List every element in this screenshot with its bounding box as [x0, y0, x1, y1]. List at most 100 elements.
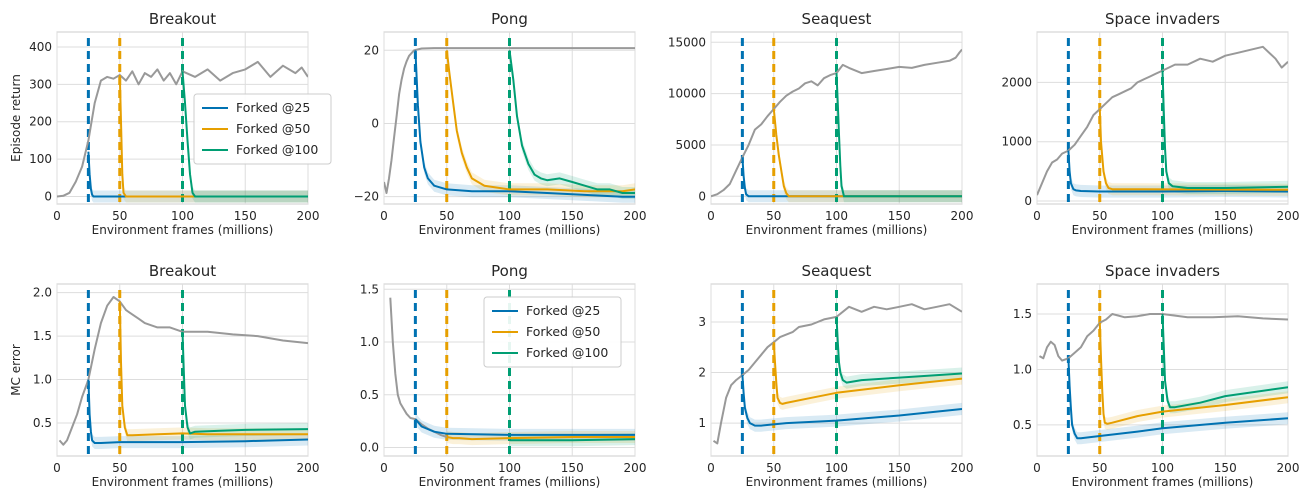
- x-tick-label: 50: [439, 209, 454, 223]
- series-line-baseline: [1038, 313, 1288, 362]
- chart-title: Space invaders: [1105, 262, 1220, 280]
- x-tick-label: 0: [1033, 461, 1041, 475]
- x-tick-label: 150: [888, 461, 911, 475]
- y-tick-label: 0: [44, 190, 52, 204]
- series-line-baseline: [711, 48, 962, 198]
- legend-entry: Forked @25: [526, 303, 600, 318]
- y-tick-label: 3: [698, 315, 706, 329]
- y-axis-label: MC error: [9, 344, 23, 396]
- x-tick-label: 50: [1092, 209, 1107, 223]
- x-tick-label: 100: [825, 461, 848, 475]
- x-tick-label: 50: [1092, 461, 1107, 475]
- y-tick-label: 2.0: [33, 286, 52, 300]
- x-tick-label: 50: [112, 209, 127, 223]
- x-tick-label: 150: [1214, 461, 1237, 475]
- series-band-forked100: [1162, 64, 1288, 194]
- series-band-forked25: [742, 369, 962, 432]
- series-line-forked100: [181, 71, 308, 198]
- legend-entry: Forked @25: [236, 100, 310, 115]
- data-layer: [389, 290, 635, 454]
- y-tick-label: 1: [698, 416, 706, 430]
- x-tick-label: 150: [888, 209, 911, 223]
- series-line-forked25: [87, 151, 308, 198]
- series-line-baseline: [384, 47, 635, 194]
- y-tick-label: 400: [29, 40, 52, 54]
- y-tick-label: 100: [29, 152, 52, 166]
- x-tick-label: 100: [498, 209, 521, 223]
- x-axis-label: Environment frames (millions): [1072, 223, 1254, 237]
- x-tick-label: 200: [1277, 209, 1300, 223]
- series-line-forked50: [445, 50, 635, 193]
- legend-entry: Forked @100: [236, 142, 318, 157]
- y-tick-label: 5000: [675, 138, 706, 152]
- chart-title: Seaquest: [802, 10, 872, 28]
- series-line-forked100: [508, 50, 635, 194]
- x-tick-label: 0: [380, 461, 388, 475]
- data-layer: [1037, 38, 1288, 202]
- x-tick-label: 150: [234, 209, 257, 223]
- y-tick-label: 0: [1024, 194, 1032, 208]
- y-tick-label: 1.0: [33, 373, 52, 387]
- x-tick-label: 200: [951, 461, 974, 475]
- subplot-1: 0 50 100 150 200 0 100 200 300 400 Breakout Environ…: [9, 10, 332, 237]
- subplot-5: 0 50 100 150 200 0.5 1.0 1.5 2.0 Breakout Environm…: [9, 262, 319, 489]
- chart-title: Space invaders: [1105, 10, 1220, 28]
- x-axis-label: Environment frames (millions): [1072, 475, 1254, 489]
- x-axis-label: Environment frames (millions): [92, 223, 274, 237]
- y-tick-label: 0: [371, 116, 379, 130]
- y-tick-label: 1.5: [1013, 307, 1032, 321]
- series-line-forked50: [1098, 322, 1288, 425]
- y-tick-label: 0.5: [33, 416, 52, 430]
- series-line-forked100: [509, 438, 635, 442]
- y-tick-label: 1.0: [360, 335, 379, 349]
- y-tick-label: 1.5: [33, 329, 52, 343]
- y-tick-label: −20: [354, 190, 379, 204]
- x-tick-label: 150: [561, 461, 584, 475]
- legend-entry: Forked @50: [526, 324, 600, 339]
- legend-box: [483, 296, 622, 368]
- x-tick-label: 0: [53, 209, 61, 223]
- y-tick-label: 0.0: [360, 441, 379, 455]
- series-line-forked25: [87, 379, 308, 444]
- series-band-forked50: [773, 103, 962, 203]
- y-tick-label: 2000: [1001, 75, 1032, 89]
- subplot-7: 0 50 100 150 200 1 2 3 Seaquest Environment frame…: [698, 262, 973, 489]
- x-tick-label: 0: [380, 209, 388, 223]
- series-line-baseline: [57, 60, 308, 198]
- series-line-forked25: [741, 375, 962, 427]
- y-tick-label: 0.5: [1013, 418, 1032, 432]
- data-layer: [1038, 290, 1288, 454]
- legend: Forked @25 Forked @50 Forked @100: [483, 296, 622, 368]
- series-band-forked50: [1099, 316, 1288, 430]
- legend-box: [193, 93, 332, 165]
- subplot-8: 0 50 100 150 200 0.5 1.0 1.5 Space invaders Envir…: [1013, 262, 1300, 489]
- series-line-forked25: [414, 418, 635, 436]
- series-line-baseline: [58, 296, 308, 446]
- x-tick-label: 100: [1151, 209, 1174, 223]
- series-line-forked50: [118, 74, 308, 198]
- x-tick-label: 150: [561, 209, 584, 223]
- x-tick-label: 200: [624, 461, 647, 475]
- x-tick-label: 200: [1277, 461, 1300, 475]
- series-line-forked25: [414, 50, 635, 198]
- x-tick-label: 0: [707, 461, 715, 475]
- x-axis-label: Environment frames (millions): [419, 223, 601, 237]
- chart-title: Pong: [491, 10, 528, 28]
- x-axis-label: Environment frames (millions): [746, 475, 928, 489]
- y-tick-label: 20: [364, 43, 379, 57]
- x-tick-label: 150: [234, 461, 257, 475]
- x-tick-label: 100: [171, 461, 194, 475]
- data-layer: [711, 38, 962, 203]
- series-band-forked100: [1162, 307, 1288, 414]
- x-tick-label: 100: [498, 461, 521, 475]
- series-line-baseline: [1037, 45, 1288, 196]
- y-tick-label: 15000: [668, 35, 706, 49]
- x-tick-label: 200: [951, 209, 974, 223]
- x-tick-label: 50: [112, 461, 127, 475]
- x-tick-label: 50: [766, 209, 781, 223]
- y-tick-label: 1.5: [360, 282, 379, 296]
- series-line-forked50: [118, 301, 308, 437]
